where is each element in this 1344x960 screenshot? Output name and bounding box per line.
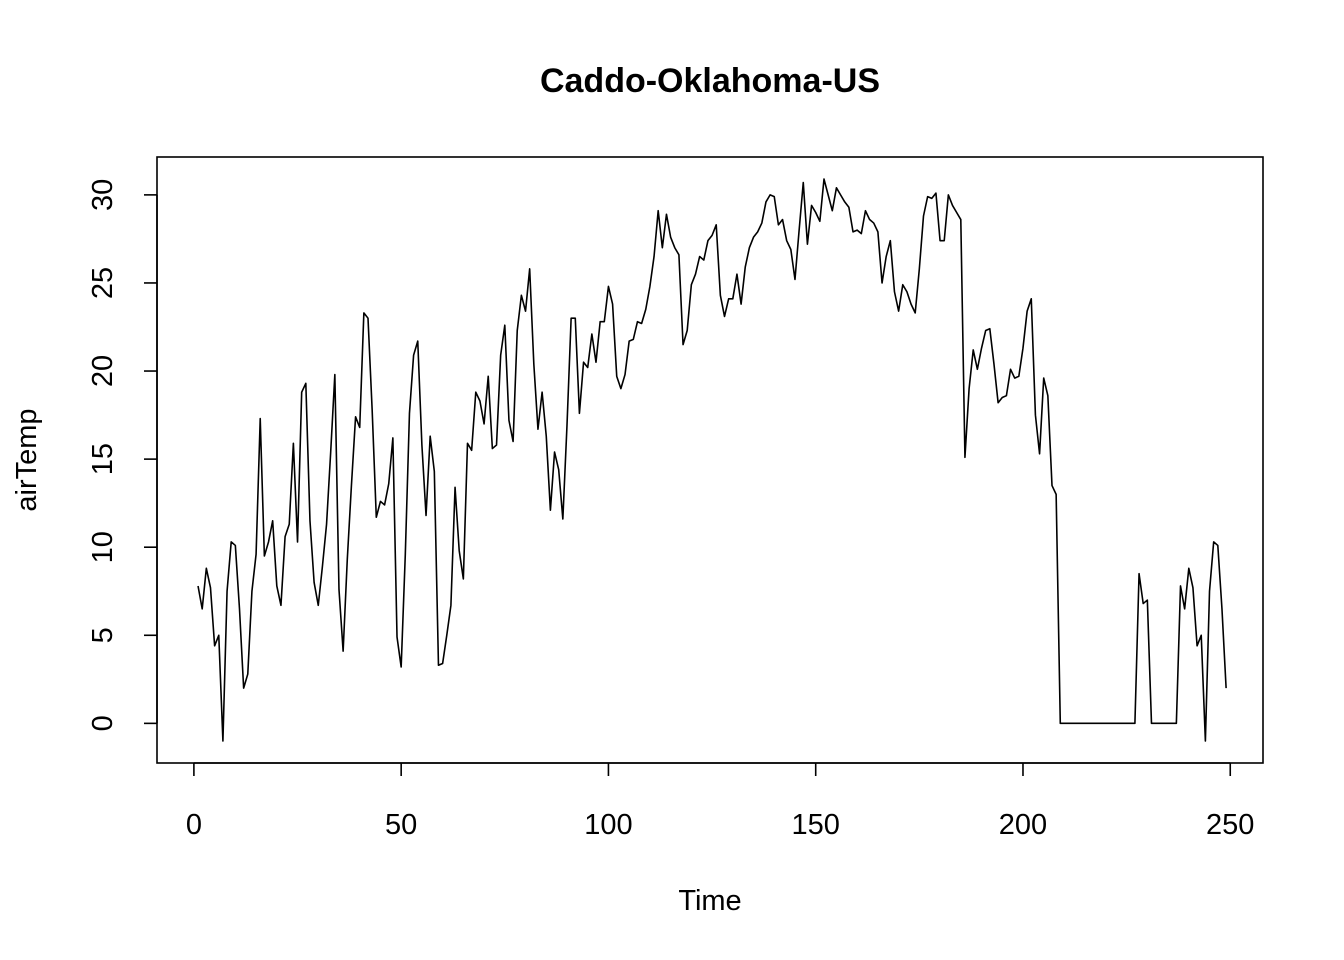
x-axis-label: Time: [678, 885, 741, 917]
x-tick-label: 200: [999, 809, 1047, 841]
chart-title: Caddo-Oklahoma-US: [540, 62, 880, 100]
series-line: [197, 178, 1227, 742]
x-tick-label: 0: [186, 809, 202, 841]
x-tick-label: 150: [792, 809, 840, 841]
x-tick-label: 250: [1206, 809, 1254, 841]
y-axis-label: airTemp: [11, 408, 43, 511]
y-tick-label: 0: [87, 715, 119, 731]
y-tick-label: 15: [87, 443, 119, 475]
x-axis: 0 50 100 150 200 250: [186, 762, 1254, 841]
plot-frame: [156, 156, 1264, 764]
series-group: [197, 178, 1227, 742]
y-tick-label: 20: [87, 355, 119, 387]
y-tick-label: 30: [87, 179, 119, 211]
y-tick-label: 25: [87, 267, 119, 299]
x-tick-label: 50: [385, 809, 417, 841]
x-tick-label: 100: [584, 809, 632, 841]
y-tick-label: 5: [87, 627, 119, 643]
y-tick-label: 10: [87, 531, 119, 563]
y-axis: 0 5 10 15 20 25 30: [87, 179, 158, 731]
